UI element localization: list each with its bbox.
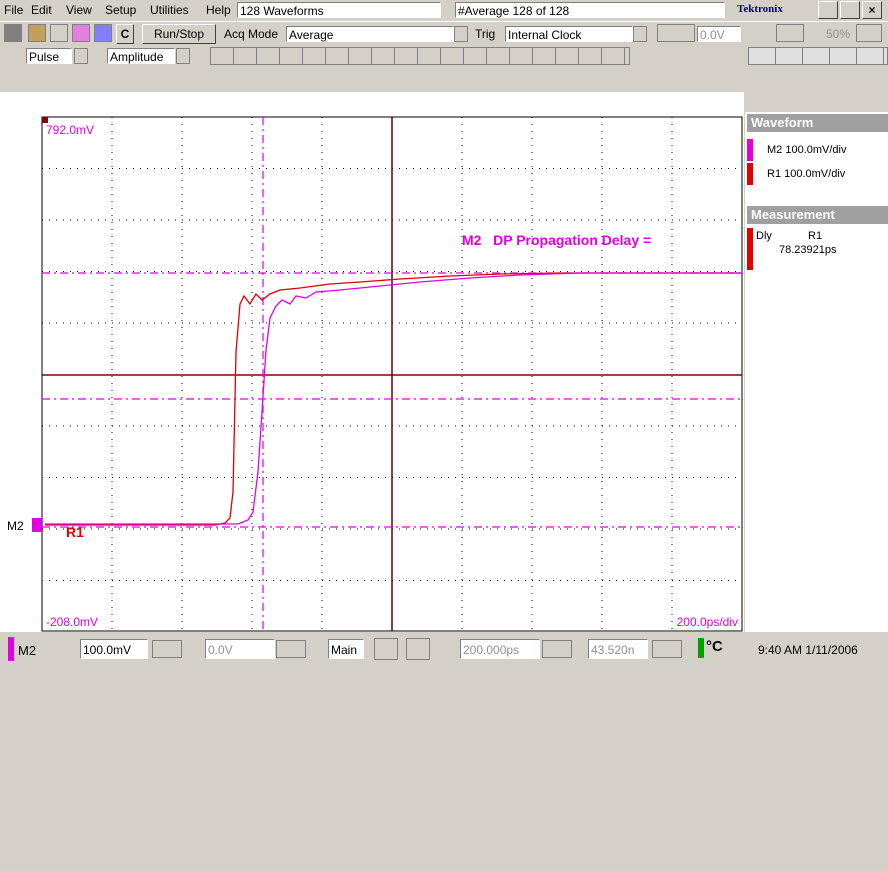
clock: 9:40 AM 1/11/2006 [758,643,858,657]
annotation: M2 DP Propagation Delay = [462,232,651,248]
status-bar: M2 100.0mV 0.0V Main 200.000ps 43.520n °… [0,633,888,669]
brand: Tektronix [737,3,783,15]
plot-background [0,92,744,632]
m2-marker: M2 [7,519,24,533]
toolbar: C Run/Stop Acq Mode Average Trig Interna… [0,21,888,46]
screen: File Edit View Setup Utilities Help 128 … [0,0,888,669]
top-scale-label: 792.0mV [46,123,94,137]
view-field[interactable]: Main [328,639,364,659]
restore-button[interactable] [840,1,860,19]
measure-type-select[interactable]: Pulse [26,48,72,64]
trig-label: Trig [475,27,496,41]
channel-color [8,637,14,661]
menu-item[interactable]: Utilities [150,3,189,17]
r1-marker: R1 [66,524,84,540]
measure-select[interactable]: Amplitude [107,48,175,64]
spinner[interactable] [152,640,182,658]
menu-item[interactable]: Setup [105,3,137,17]
dropdown-arrow[interactable] [176,48,190,64]
waveform-count: 128 Waveforms [237,2,441,18]
time2-field: 43.520n [588,639,648,659]
menu-item[interactable]: File [4,3,24,17]
measure-icon[interactable] [94,24,112,42]
measurement-toolbar: Pulse Amplitude [0,46,888,92]
trig-level: 0.0V [697,26,741,42]
dropdown-arrow[interactable] [74,48,88,64]
zoom-icon[interactable] [406,638,430,660]
spinner[interactable] [652,640,682,658]
dropdown-arrow[interactable] [633,26,647,42]
scale-field[interactable]: 100.0mV [80,639,148,659]
average-status: #Average 128 of 128 [455,2,725,18]
timebase-label: 200.0ps/div [677,615,738,629]
trace-m2 [45,272,742,525]
acq-mode-label: Acq Mode [224,27,279,41]
side-panel [745,112,888,632]
channel[interactable]: M2 [18,643,37,658]
clear-button[interactable]: C [116,24,134,44]
close-button[interactable]: × [862,1,882,19]
graticule: 792.0mV -208.0mV 200.0ps/div M2 DP Propa… [0,92,744,632]
panel-header: Waveform [747,114,888,132]
help-icon[interactable] [856,24,882,42]
measurement-value: 78.23921ps [779,244,837,256]
spinner[interactable] [276,640,306,658]
acq-mode-select[interactable]: Average [286,26,454,42]
waveform-entry[interactable]: M2 100.0mV/div [747,139,888,161]
print-icon[interactable] [4,24,22,42]
trigger-slope-icon[interactable] [657,24,695,42]
dropdown-arrow[interactable] [454,26,468,42]
m2-marker-box [32,518,42,532]
waveform-icon[interactable] [72,24,90,42]
menu-item[interactable]: Help [206,3,231,17]
measurement-source: R1 [808,230,823,242]
position-field: 200.000ps [460,639,540,659]
trace-r1 [45,272,742,526]
spinner[interactable] [776,24,804,42]
trig-select[interactable]: Internal Clock [505,26,633,42]
zoom-icon[interactable] [374,638,398,660]
run-stop-button[interactable]: Run/Stop [142,24,216,44]
corner-marker [42,117,48,123]
offset-field: 0.0V [205,639,275,659]
setup-icon[interactable] [28,24,46,42]
menu-item[interactable]: Edit [31,3,52,17]
spinner[interactable] [542,640,572,658]
percent-button[interactable]: 50% [826,27,851,41]
panel-header: Measurement [747,206,888,224]
math-icon[interactable] [50,24,68,42]
measurement-name: Dly [756,230,772,242]
bottom-scale-label: -208.0mV [46,615,98,629]
temperature-unit: °C [706,638,723,655]
view-icons[interactable] [748,47,888,65]
menu-item[interactable]: View [66,3,92,17]
measurement-color [747,228,753,270]
waveform-entry[interactable]: R1 100.0mV/div [747,163,888,185]
measure-icons[interactable] [210,47,630,65]
thermometer-icon [698,638,704,658]
plot-border [41,116,743,632]
menu-bar: File Edit View Setup Utilities Help 128 … [0,0,888,20]
minimize-button[interactable] [818,1,838,19]
